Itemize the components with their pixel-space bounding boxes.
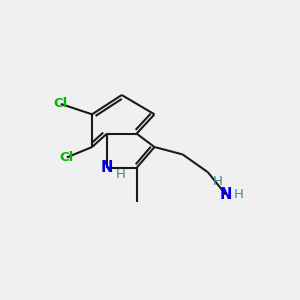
Text: N: N xyxy=(220,187,232,202)
Text: H: H xyxy=(115,168,125,181)
Text: H: H xyxy=(212,175,222,188)
Text: N: N xyxy=(101,160,113,175)
Text: Cl: Cl xyxy=(54,98,68,110)
Text: H: H xyxy=(234,188,244,201)
Text: Cl: Cl xyxy=(60,151,74,164)
